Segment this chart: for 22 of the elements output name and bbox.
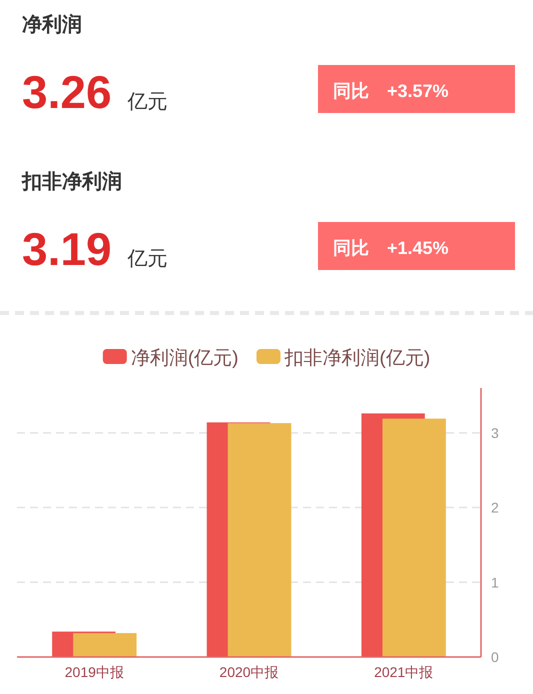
legend-label: 扣非净利润(亿元) <box>284 347 430 369</box>
y-tick-label: 1 <box>491 574 499 590</box>
text: +1.45% <box>387 238 449 258</box>
x-tick-label: 2021中报 <box>374 664 434 680</box>
bar <box>382 418 446 657</box>
text: 亿元 <box>126 91 168 113</box>
x-tick-label: 2020中报 <box>219 664 279 680</box>
text: +3.57% <box>387 81 449 101</box>
bar <box>73 633 137 657</box>
y-tick-label: 0 <box>491 649 499 665</box>
y-tick-label: 2 <box>491 500 499 516</box>
text: 亿元 <box>126 248 168 270</box>
text: 同比 <box>333 81 369 101</box>
text: 净利润 <box>22 13 82 36</box>
text: 3.19 <box>22 223 112 275</box>
text: 扣非净利润 <box>21 170 122 193</box>
x-tick-label: 2019中报 <box>64 664 124 680</box>
y-tick-label: 3 <box>491 424 499 441</box>
text: 同比 <box>333 238 369 258</box>
bar <box>228 423 292 657</box>
text: 3.26 <box>22 66 112 118</box>
legend-label: 净利润(亿元) <box>130 347 238 369</box>
